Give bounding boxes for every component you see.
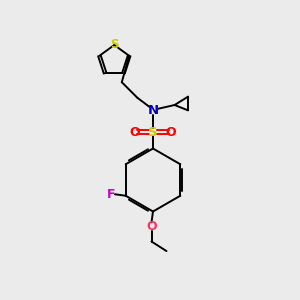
Text: S: S bbox=[110, 38, 118, 52]
Text: O: O bbox=[146, 220, 157, 233]
Text: O: O bbox=[130, 125, 140, 139]
Text: S: S bbox=[148, 125, 158, 139]
Text: O: O bbox=[166, 125, 176, 139]
Text: N: N bbox=[147, 104, 159, 117]
Text: F: F bbox=[107, 188, 116, 201]
